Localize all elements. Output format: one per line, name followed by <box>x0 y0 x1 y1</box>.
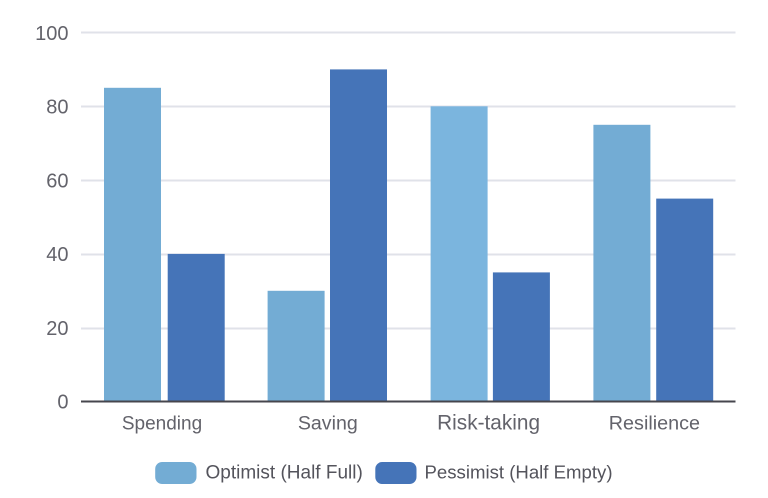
svg-text:100: 100 <box>35 23 68 45</box>
svg-text:Spending: Spending <box>122 414 202 435</box>
svg-text:Pessimist (Half Empty): Pessimist (Half Empty) <box>425 461 613 482</box>
svg-text:20: 20 <box>46 318 68 340</box>
svg-text:Risk-taking: Risk-taking <box>437 412 540 435</box>
svg-text:40: 40 <box>46 244 68 266</box>
svg-text:0: 0 <box>57 392 68 414</box>
svg-text:Saving: Saving <box>298 413 358 435</box>
svg-text:Optimist (Half Full): Optimist (Half Full) <box>206 462 363 483</box>
svg-text:Resilience: Resilience <box>609 413 700 435</box>
svg-text:80: 80 <box>46 97 68 119</box>
svg-text:60: 60 <box>46 170 68 192</box>
